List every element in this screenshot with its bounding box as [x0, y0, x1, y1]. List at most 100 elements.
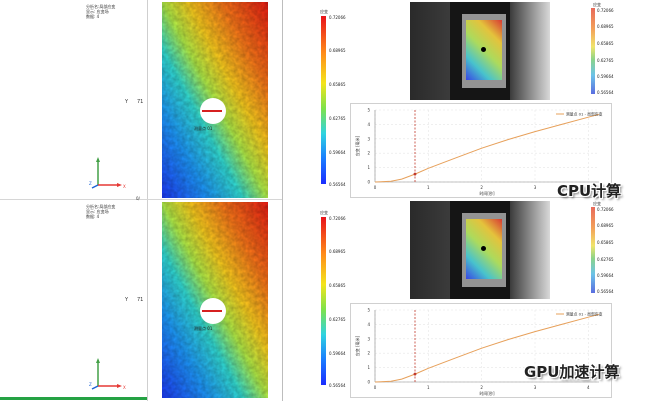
probe-label: 测量点 01	[194, 126, 213, 131]
camera-colorbar	[591, 207, 595, 293]
colorbar-tick: 0.68965	[329, 48, 346, 53]
info-line: 显示: 应变场	[86, 9, 109, 14]
grip-right	[510, 2, 550, 100]
colorbar-tick: 0.59664	[597, 74, 614, 79]
colorbar-tick: 0.56564	[597, 90, 614, 95]
colorbar-tick: 0.65865	[329, 82, 346, 87]
colorbar-unit: 应变	[593, 2, 601, 7]
x-tick-label: 1	[427, 185, 430, 190]
colorbar-tick: 0.72066	[329, 216, 346, 221]
y-tick-label: 3	[367, 136, 370, 141]
strain-chart[interactable]: 0 1 2 3 4 5 0 1 2 3 4 测量点 01 - 局部应变 时间[秒] 应变 [毫米]	[350, 303, 612, 398]
info-line: 分析名:局部应变	[86, 204, 116, 209]
axis-y-label: Y	[125, 297, 129, 303]
colorbar-tick: 0.72066	[597, 8, 614, 13]
colorbar-unit: 应变	[593, 201, 601, 206]
x-tick-label: 0	[374, 185, 377, 190]
data-point	[413, 372, 417, 376]
series-line	[374, 313, 600, 383]
camera-view[interactable]	[410, 2, 550, 100]
grip-left	[410, 2, 450, 100]
probe-arrow-icon	[202, 310, 222, 312]
coordinate-triad-icon: Z X	[89, 358, 126, 390]
colorbar-tick: 0.59664	[329, 150, 346, 155]
y-tick-label: 4	[367, 322, 370, 327]
colorbar-tick: 0.72066	[597, 207, 614, 212]
method-label: CPU计算	[557, 182, 622, 200]
info-line: 数据: 4	[86, 14, 100, 19]
info-line: 数据: 4	[86, 214, 100, 219]
colorbar-tick: 0.68965	[329, 249, 346, 254]
colorbar-tick: 0.72066	[329, 15, 346, 20]
colorbar-tick: 0.56564	[329, 383, 346, 388]
y-tick-label: 1	[367, 165, 370, 170]
y-tick-label: 2	[367, 351, 370, 356]
x-tick-label: 3	[534, 385, 537, 390]
strain-chart[interactable]: 0 1 2 3 4 5 0 1 2 3 4 测量点 01 - 局部应变时间[秒] 应变 [毫米]	[350, 103, 612, 198]
grip-left	[410, 201, 450, 299]
grip-right	[510, 201, 550, 299]
y-axis-label: 应变 [毫米]	[354, 135, 360, 156]
colorbar-tick: 0.68965	[597, 223, 614, 228]
colorbar	[321, 217, 326, 385]
colorbar-tick: 0.59664	[597, 273, 614, 278]
svg-text:X: X	[123, 385, 126, 390]
probe-arrow-icon	[202, 110, 222, 112]
y-tick-label: 0	[367, 380, 370, 385]
x-tick-label: 2	[480, 185, 483, 190]
colorbar-unit: 应变	[320, 9, 328, 14]
x-tick-label: 3	[534, 185, 537, 190]
x-tick-label: 4	[587, 185, 590, 190]
svg-text:X: X	[123, 184, 126, 189]
legend-label: 测量点 01 - 局部应变	[566, 112, 603, 117]
data-point	[413, 172, 417, 176]
colorbar-tick: 0.65865	[597, 240, 614, 245]
camera-colorbar	[591, 8, 595, 94]
y-tick-label: 2	[367, 151, 370, 156]
camera-view[interactable]	[410, 201, 550, 299]
coordinate-triad-icon: Z X	[89, 157, 126, 189]
y-tick-label: 1	[367, 365, 370, 370]
strain-field-map[interactable]: 测量点 01	[162, 2, 268, 198]
info-line: 显示: 应变场	[86, 209, 109, 214]
method-label: GPU加速计算	[524, 363, 620, 381]
axis-tick: 0/	[136, 196, 140, 201]
colorbar-tick: 0.59664	[329, 351, 346, 356]
colorbar-tick: 0.62765	[329, 317, 346, 322]
colorbar-tick: 0.62765	[597, 58, 614, 63]
y-tick-label: 5	[367, 308, 370, 313]
strain-field-map[interactable]: 测量点 01	[162, 202, 268, 398]
y-tick-label: 4	[367, 122, 370, 127]
probe-dot-icon	[481, 246, 486, 251]
colorbar-tick: 0.68965	[597, 24, 614, 29]
colorbar-tick: 0.56564	[329, 182, 346, 187]
divider	[282, 0, 283, 401]
series-line	[374, 113, 600, 183]
info-line: 分析名:局部应变	[86, 4, 116, 9]
axis-y-value: 71	[137, 297, 144, 303]
info-block: 分析名:局部应变 显示: 应变场 数据: 4	[86, 4, 115, 19]
info-block: 分析名:局部应变 显示: 应变场 数据: 4	[86, 204, 115, 219]
y-axis-label: 应变 [毫米]	[354, 335, 360, 356]
svg-text:Z: Z	[89, 382, 92, 387]
status-bar	[0, 397, 147, 400]
divider	[0, 199, 282, 200]
divider	[147, 0, 148, 401]
y-tick-label: 5	[367, 108, 370, 113]
x-axis-label: 时间[秒]	[479, 190, 495, 196]
x-tick-label: 0	[374, 385, 377, 390]
x-tick-label: 2	[480, 385, 483, 390]
axis-y-value: 71	[137, 99, 144, 105]
axis-y-label: Y	[125, 99, 129, 105]
y-tick-label: 3	[367, 336, 370, 341]
colorbar-tick: 0.65865	[329, 283, 346, 288]
svg-text:Z: Z	[89, 181, 92, 186]
y-tick-label: 0	[367, 180, 370, 185]
x-tick-label: 1	[427, 385, 430, 390]
colorbar-tick: 0.65865	[597, 41, 614, 46]
probe-dot-icon	[481, 47, 486, 52]
legend-label: 测量点 01 - 局部应变	[566, 312, 603, 317]
probe-label: 测量点 01	[194, 326, 213, 331]
